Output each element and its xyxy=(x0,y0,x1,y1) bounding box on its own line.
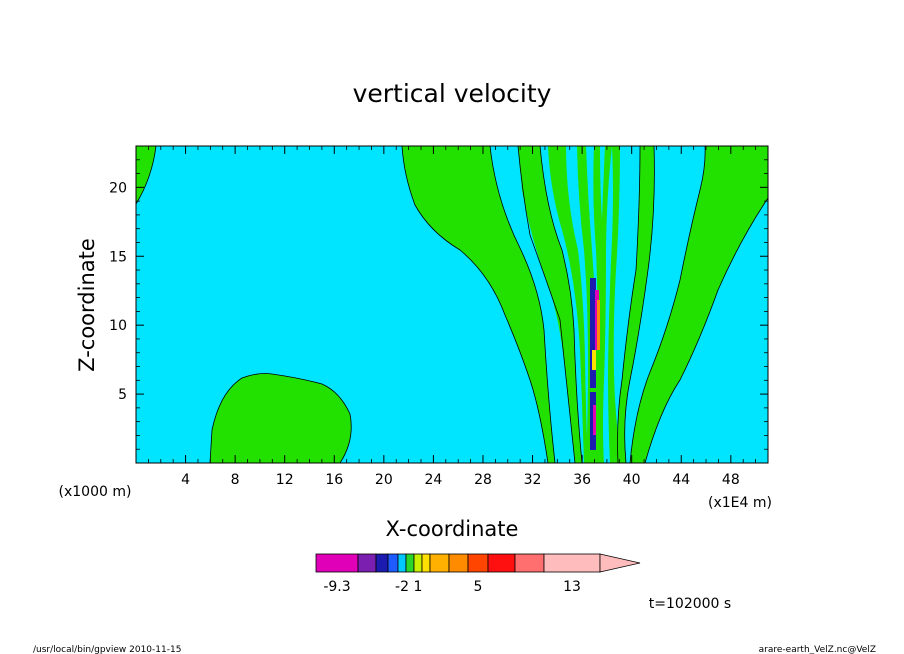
x-tick-label: 8 xyxy=(231,472,240,488)
y-tick-label: 10 xyxy=(109,318,127,334)
colorbar-segment xyxy=(405,553,415,573)
y-tick-label: 5 xyxy=(118,387,127,403)
colorbar-segment xyxy=(487,553,516,573)
core-streak-orange xyxy=(597,300,600,350)
colorbar-segment xyxy=(315,553,359,573)
x-tick-label: 24 xyxy=(424,472,442,488)
contour-regions xyxy=(136,146,768,463)
x-tick-label: 48 xyxy=(722,472,740,488)
core-streak-yellow xyxy=(592,350,596,370)
colorbar-labels: -9.3 -2 1 5 13 xyxy=(323,579,581,595)
x-axis-title: X-coordinate xyxy=(386,517,519,541)
x-tick-label: 12 xyxy=(276,472,294,488)
core-streak-magenta-low xyxy=(593,405,596,435)
plot-frame xyxy=(135,145,769,464)
contour-region-top-left xyxy=(136,146,156,204)
x-tick-label: 32 xyxy=(524,472,542,488)
colorbar-segment xyxy=(467,553,489,573)
colorbar-label: -2 xyxy=(395,579,409,595)
x-tick-label: 44 xyxy=(672,472,690,488)
contour-region-right-band xyxy=(617,146,655,463)
colorbar-extension xyxy=(599,553,641,573)
colorbar-segment xyxy=(421,553,431,573)
contour-region-center-left xyxy=(402,146,555,463)
contour-region-left-band xyxy=(518,146,582,463)
colorbar-label: 13 xyxy=(563,579,581,595)
x-tick-label: 20 xyxy=(375,472,393,488)
colorbar-segment xyxy=(413,553,423,573)
y-tick-label: 15 xyxy=(109,249,127,265)
footer-left: /usr/local/bin/gpview 2010-11-15 xyxy=(33,645,181,654)
x-tick-label: 4 xyxy=(181,472,190,488)
chart-title: vertical velocity xyxy=(353,79,552,108)
colorbar-segment xyxy=(429,553,450,573)
footer-right: arare-earth_VelZ.nc@VelZ xyxy=(759,645,876,654)
contour-region-inner-left xyxy=(548,146,588,463)
contour-region-right-main xyxy=(630,146,768,463)
colorbar-segment xyxy=(357,553,377,573)
core-streak-blue xyxy=(590,278,596,388)
y-axis: 5 10 15 20 xyxy=(109,159,768,450)
x-axis: 4 8 12 16 20 24 28 32 36 40 44 48 xyxy=(147,146,757,488)
colorbar xyxy=(315,553,641,573)
x-tick-label: 36 xyxy=(573,472,591,488)
x-tick-label: 16 xyxy=(325,472,343,488)
contour-lines xyxy=(136,146,768,463)
colorbar-segment xyxy=(543,553,601,573)
colorbar-label: 1 xyxy=(414,579,423,595)
time-label: t=102000 s xyxy=(649,596,731,612)
y-tick-label: 20 xyxy=(109,180,127,196)
colorbar-label: 5 xyxy=(474,579,483,595)
colorbar-segment xyxy=(448,553,469,573)
colorbar-label: -9.3 xyxy=(323,579,350,595)
y-axis-title: Z-coordinate xyxy=(75,238,99,372)
updraft-core xyxy=(590,278,600,450)
y-axis-unit: (x1000 m) xyxy=(59,484,132,500)
core-gap-right xyxy=(600,146,605,220)
x-axis-unit: (x1E4 m) xyxy=(708,495,772,511)
x-tick-label: 28 xyxy=(474,472,492,488)
contour-region-inner-right xyxy=(608,146,620,463)
x-tick-label: 40 xyxy=(623,472,641,488)
colorbar-segment xyxy=(387,553,399,573)
colorbar-segment xyxy=(375,553,389,573)
contour-region-bottom-left xyxy=(210,373,352,463)
colorbar-segment xyxy=(514,553,545,573)
colorbar-segment xyxy=(397,553,407,573)
